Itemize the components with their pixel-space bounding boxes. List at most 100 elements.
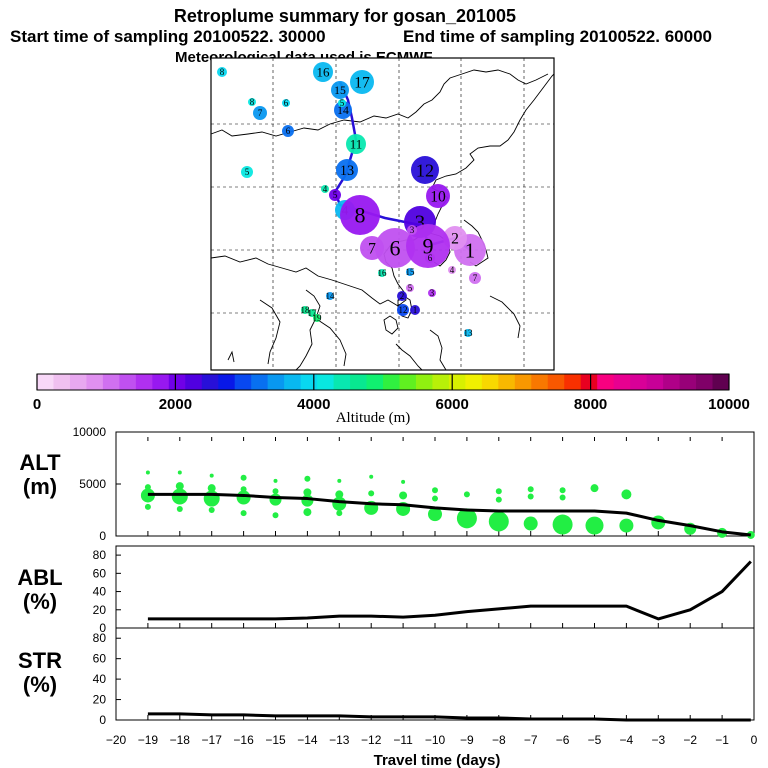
- map-point-label: 14: [326, 291, 336, 301]
- x-tick-label: −6: [556, 733, 570, 747]
- colorbar-cell: [432, 374, 450, 390]
- map-point: 2: [397, 291, 407, 301]
- map-point-marker: [360, 236, 384, 260]
- map-point-marker: [313, 62, 333, 82]
- colorbar-cell: [399, 374, 417, 390]
- map-point-marker: [336, 159, 358, 181]
- map-point-label: 2: [451, 230, 459, 247]
- end-time-label: End time of sampling 20100522. 60000: [403, 27, 712, 46]
- scatter-point: [369, 474, 374, 479]
- map-point: 13: [464, 328, 474, 338]
- colorbar-cell: [201, 374, 219, 390]
- map-point-label: 10: [430, 188, 446, 205]
- map-point: 5: [241, 166, 253, 178]
- scatter-point: [399, 491, 408, 500]
- start-time-label: Start time of sampling 20100522. 30000: [10, 27, 326, 46]
- map-point-marker: [326, 292, 334, 300]
- map-point: 3: [428, 288, 436, 298]
- scatter-point: [209, 473, 214, 478]
- scatter-point: [495, 496, 502, 503]
- map-point-label: 1: [413, 305, 418, 315]
- map-point: 12: [397, 304, 409, 316]
- scatter-point: [463, 491, 470, 498]
- map-point: 12: [411, 156, 439, 184]
- map-point: 4: [321, 184, 329, 194]
- colorbar-tick-label: 6000: [436, 396, 469, 413]
- map-point-marker: [350, 70, 374, 94]
- y-tick-label: 40: [93, 672, 107, 686]
- colorbar-cell: [152, 374, 170, 390]
- map-point: 6: [425, 253, 435, 263]
- colorbar-cell: [135, 374, 153, 390]
- colorbar-cell: [465, 374, 483, 390]
- map-point-marker: [253, 106, 267, 120]
- map-point-marker: [331, 81, 349, 99]
- map-point-marker: [406, 284, 414, 292]
- map-point: 15: [331, 81, 349, 99]
- map-point-label: 13: [464, 328, 474, 338]
- map-point-marker: [321, 185, 329, 193]
- scatter-point: [240, 510, 247, 517]
- colorbar-tick-label: 4000: [297, 396, 330, 413]
- map-point: 7: [360, 236, 384, 260]
- y-tick-label: 0: [99, 621, 106, 635]
- map-point-marker: [282, 125, 294, 137]
- y-tick-label: 0: [99, 713, 106, 727]
- map-point-marker: [282, 99, 290, 107]
- scatter-point: [303, 488, 312, 497]
- x-tick-label: −12: [361, 733, 382, 747]
- y-tick-label: 5000: [79, 477, 106, 491]
- map-point-marker: [334, 101, 352, 119]
- panel-label: ABL: [17, 565, 62, 590]
- scatter-point: [269, 493, 282, 506]
- scatter-point: [332, 496, 347, 511]
- panel-label: STR: [18, 648, 62, 673]
- colorbar-cell: [37, 374, 54, 390]
- colorbar-tick-label: 10000: [708, 396, 750, 413]
- map-point: 8: [340, 195, 380, 235]
- scatter-point: [177, 470, 182, 475]
- scatter-point: [559, 494, 566, 501]
- colorbar-cell: [218, 374, 236, 390]
- panel-unit: (%): [23, 589, 57, 614]
- map-point: 5: [406, 283, 414, 293]
- x-axis-label: Travel time (days): [374, 752, 501, 768]
- colorbar-cell: [580, 374, 598, 390]
- map-point-marker: [406, 224, 450, 268]
- map-point: 13: [336, 159, 358, 181]
- x-tick-label: −9: [460, 733, 474, 747]
- figure-title: Retroplume summary for gosan_201005: [174, 6, 516, 26]
- map-point-label: 6: [390, 236, 401, 261]
- map-point: 10: [426, 184, 450, 208]
- scatter-point: [336, 510, 343, 517]
- map-point: 14: [326, 291, 336, 301]
- x-tick-label: −3: [651, 733, 665, 747]
- panel-frame: [115, 627, 755, 721]
- map-point: 19: [313, 313, 323, 323]
- panel-unit: (%): [23, 672, 57, 697]
- map-point: 9: [406, 224, 450, 268]
- scatter-point: [337, 478, 342, 483]
- x-tick-label: −19: [138, 733, 159, 747]
- map-point-label: 3: [410, 225, 415, 235]
- map-point-marker: [308, 309, 316, 317]
- map-point: 17: [308, 308, 318, 318]
- map-point-marker: [397, 304, 409, 316]
- map-point-marker: [375, 228, 415, 268]
- colorbar-cell: [119, 374, 137, 390]
- map-point-label: 9: [423, 234, 434, 259]
- map-point-label: 14: [337, 104, 349, 117]
- colorbar-cell: [696, 374, 714, 390]
- map-point-label: 4: [323, 184, 328, 194]
- x-tick-label: −17: [202, 733, 223, 747]
- x-tick-label: −20: [106, 733, 127, 747]
- colorbar-tick-label: 0: [33, 396, 41, 413]
- scatter-point: [144, 503, 151, 510]
- scatter-point: [559, 487, 566, 494]
- map-point-marker: [241, 166, 253, 178]
- panel-alt: ALT(m) 10000 5000 0: [19, 425, 755, 543]
- colorbar-cell: [514, 374, 532, 390]
- map-point-marker: [378, 269, 386, 277]
- map-point-label: 16: [378, 268, 388, 278]
